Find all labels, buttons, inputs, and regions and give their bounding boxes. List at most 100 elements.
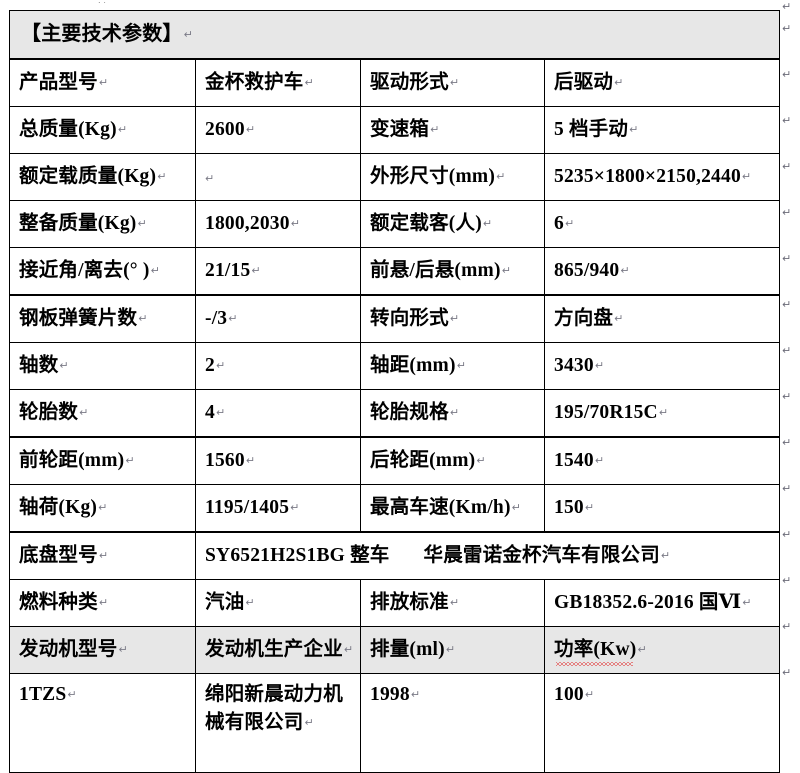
row-value-drive-type: 后驱动↵	[543, 58, 781, 107]
cell-text: SY6521H2S1BG 整车	[205, 545, 390, 567]
cell-text: 轴数	[19, 355, 59, 377]
pilcrow-mark: ↵	[564, 217, 575, 231]
row-value-axle-count: 2↵	[195, 342, 361, 390]
table-row: 轴荷(Kg)↵ 1195/1405↵ 最高车速(Km/h)↵ 150↵	[9, 484, 781, 533]
pilcrow-mark: ↵	[660, 549, 671, 563]
table-row: 钢板弹簧片数↵ -/3↵ 转向形式↵ 方向盘↵	[9, 294, 781, 343]
row-label-gearbox: 变速箱↵	[360, 106, 545, 154]
pilcrow-mark: ↵	[614, 76, 624, 90]
engine-spec-value-row: 1TZS↵ 绵阳新晨动力机械有限公司↵ 1998↵ 100↵	[9, 673, 781, 773]
pilcrow-mark: ↵	[658, 406, 669, 420]
pilcrow-mark: ↵	[290, 501, 300, 515]
cell-text: 接近角/离去(° )	[19, 260, 150, 282]
row-value-rear-track: 1540↵	[543, 436, 781, 485]
pilcrow-mark: ↵	[430, 123, 440, 137]
spec-table: 【主要技术参数】↵ 产品型号↵ 金杯救护车↵ 驱动形式↵ 后驱动↵ 总质量(Kg…	[8, 10, 781, 773]
pilcrow-mark: ↵	[59, 359, 69, 373]
table-row: 底盘型号↵ SY6521H2S1BG 整车 华晨雷诺金杯汽车有限公司↵	[9, 531, 781, 580]
row-label-chassis-model: 底盘型号↵	[9, 531, 196, 580]
pilcrow-mark: ↵	[614, 312, 624, 326]
cell-text: 前轮距(mm)	[19, 450, 125, 472]
cell-text: 5235×1800×2150,2440	[554, 166, 741, 188]
cell-text: 发动机生产企业	[205, 639, 343, 661]
pilcrow-mark: ↵	[304, 76, 314, 90]
cell-text: 总质量(Kg)	[19, 119, 117, 141]
cell-text: 轮胎数	[19, 402, 79, 424]
row-value-dimensions: 5235×1800×2150,2440↵	[543, 153, 781, 201]
cell-text: 1560	[205, 450, 245, 472]
pilcrow-mark: ↵	[215, 359, 226, 373]
chassis-manufacturer: 华晨雷诺金杯汽车有限公司	[423, 545, 660, 567]
row-value-emission-standard: GB18352.6-2016 国Ⅵ↵	[543, 579, 781, 627]
row-value-max-speed: 150↵	[543, 484, 781, 533]
value-power: 100↵	[543, 673, 781, 773]
header-engine-model: 发动机型号↵	[9, 626, 196, 674]
cell-text: 4	[205, 402, 215, 424]
cell-text: 方向盘	[554, 308, 614, 330]
margin-pilcrow: ↵	[782, 298, 792, 311]
pilcrow-mark: ↵	[183, 28, 194, 42]
row-value-wheelbase: 3430↵	[543, 342, 781, 390]
pilcrow-mark: ↵	[251, 264, 261, 278]
table-row: 燃料种类↵ 汽油↵ 排放标准↵ GB18352.6-2016 国Ⅵ↵	[9, 579, 781, 627]
row-label-wheelbase: 轴距(mm)↵	[360, 342, 545, 390]
pilcrow-mark: ↵	[594, 454, 605, 468]
pilcrow-mark: ↵	[584, 501, 595, 515]
cell-text-misspelled: 功率(Kw)	[554, 636, 636, 666]
row-label-overhang: 前悬/后悬(mm)↵	[360, 247, 545, 296]
margin-pilcrow: ↵	[782, 666, 792, 679]
pilcrow-mark: ↵	[482, 217, 493, 231]
cell-text: 发动机型号	[19, 639, 118, 661]
cell-text: 金杯救护车	[205, 72, 304, 94]
row-label-leaf-spring: 钢板弹簧片数↵	[9, 294, 196, 343]
margin-pilcrow: ↵	[782, 160, 792, 173]
table-row: 轮胎数↵ 4↵ 轮胎规格↵ 195/70R15C↵	[9, 389, 781, 438]
header-displacement: 排量(ml)↵	[360, 626, 545, 674]
row-label-axle-load: 轴荷(Kg)↵	[9, 484, 196, 533]
cell-text: 外形尺寸(mm)	[370, 166, 496, 188]
cell-text: 燃料种类	[19, 592, 98, 614]
margin-pilcrow: ↵	[782, 114, 792, 127]
table-row: 产品型号↵ 金杯救护车↵ 驱动形式↵ 后驱动↵	[9, 58, 781, 107]
pilcrow-mark: ↵	[117, 123, 128, 137]
margin-pilcrow: ↵	[782, 390, 792, 403]
value-displacement: 1998↵	[360, 673, 545, 773]
row-label-tyre-size: 轮胎规格↵	[360, 389, 545, 438]
row-value-overhang: 865/940↵	[543, 247, 781, 296]
cell-text: 额定载质量(Kg)	[19, 166, 157, 188]
margin-pilcrow: ↵	[782, 620, 792, 633]
row-label-kerb-mass: 整备质量(Kg)↵	[9, 200, 196, 248]
pilcrow-mark: ↵	[511, 501, 522, 515]
row-value-rated-load-mass: ↵	[195, 153, 361, 201]
cell-text: 1TZS	[19, 684, 67, 705]
cell-text: 1540	[554, 450, 594, 472]
margin-pilcrow: ↵	[782, 68, 792, 81]
cell-text: 额定载客(人)	[370, 213, 482, 235]
cell-text: 轴荷(Kg)	[19, 497, 98, 519]
row-label-rear-track: 后轮距(mm)↵	[360, 436, 545, 485]
pilcrow-mark: ↵	[501, 264, 512, 278]
pilcrow-mark: ↵	[629, 123, 639, 137]
row-label-fuel-type: 燃料种类↵	[9, 579, 196, 627]
margin-pilcrow: ↵	[782, 0, 792, 13]
pilcrow-mark: ↵	[594, 359, 605, 373]
cell-text: 1998	[370, 684, 410, 705]
cell-text: 后轮距(mm)	[370, 450, 476, 472]
row-value-gross-mass: 2600↵	[195, 106, 361, 154]
margin-pilcrow: ↵	[782, 206, 792, 219]
cell-text: 底盘型号	[19, 545, 98, 567]
pilcrow-mark: ↵	[445, 643, 456, 657]
pilcrow-mark: ↵	[228, 312, 238, 326]
pilcrow-mark: ↵	[118, 643, 128, 657]
cell-text: 865/940	[554, 260, 620, 282]
table-row: 轴数↵ 2↵ 轴距(mm)↵ 3430↵	[9, 342, 781, 390]
engine-spec-header-row: 发动机型号↵ 发动机生产企业↵ 排量(ml)↵ 功率(Kw)↵	[9, 626, 781, 674]
cell-text: 1800,2030	[205, 213, 290, 235]
cell-text: 2600	[205, 119, 245, 141]
pilcrow-mark: ↵	[456, 359, 467, 373]
cell-text: 转向形式	[370, 308, 449, 330]
pilcrow-mark: ↵	[157, 170, 167, 184]
header-power: 功率(Kw)↵	[543, 626, 781, 674]
row-label-drive-type: 驱动形式↵	[360, 58, 545, 107]
